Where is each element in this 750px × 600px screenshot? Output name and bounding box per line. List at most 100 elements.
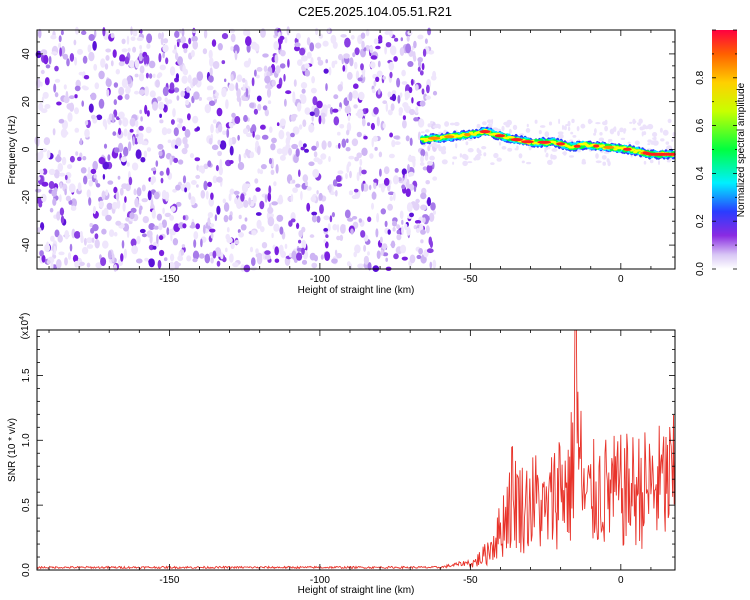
noise-speckle: [139, 109, 143, 115]
noise-speckle: [98, 98, 105, 109]
noise-speckle: [384, 220, 388, 228]
noise-speckle: [161, 127, 168, 136]
noise-speckle: [56, 101, 62, 106]
noise-speckle: [351, 194, 359, 200]
noise-speckle: [383, 177, 390, 186]
ridge-halo-speckle: [493, 152, 499, 159]
noise-speckle: [159, 113, 163, 119]
noise-speckle: [260, 226, 265, 233]
noise-speckle: [207, 181, 213, 187]
noise-speckle: [264, 250, 271, 255]
noise-speckle: [329, 107, 334, 115]
noise-speckle: [72, 254, 79, 263]
noise-speckle: [353, 188, 359, 193]
ridge-halo-speckle: [581, 158, 586, 164]
ridge-halo-speckle: [619, 127, 624, 133]
noise-speckle: [379, 38, 383, 43]
noise-speckle: [230, 46, 234, 51]
noise-speckle: [323, 228, 329, 232]
noise-speckle: [83, 237, 87, 246]
noise-speckle: [382, 123, 386, 129]
noise-speckle: [429, 261, 433, 269]
noise-speckle: [172, 108, 176, 118]
noise-speckle: [412, 159, 416, 168]
noise-speckle: [354, 47, 360, 56]
noise-speckle: [81, 30, 87, 35]
noise-speckle: [184, 129, 191, 138]
ridge-halo-speckle: [476, 123, 481, 129]
noise-speckle: [284, 243, 288, 249]
ridge-halo-speckle: [576, 126, 580, 132]
noise-speckle: [196, 126, 201, 131]
x-tick-label: -100: [310, 274, 330, 285]
noise-speckle: [49, 207, 54, 213]
noise-speckle: [351, 138, 359, 147]
noise-speckle: [426, 164, 433, 174]
noise-speckle: [279, 118, 286, 127]
noise-speckle: [406, 35, 410, 42]
noise-speckle: [413, 40, 417, 49]
ridge-halo-speckle: [538, 130, 542, 135]
noise-speckle: [256, 254, 263, 265]
noise-speckle: [336, 235, 341, 241]
noise-speckle: [166, 227, 170, 236]
noise-speckle: [349, 57, 354, 67]
noise-speckle: [361, 169, 367, 175]
noise-speckle: [75, 151, 79, 156]
noise-speckle: [194, 157, 201, 162]
noise-speckle: [108, 229, 115, 237]
ridge-segment: [600, 144, 605, 147]
noise-speckle: [121, 240, 125, 249]
noise-speckle: [134, 197, 139, 208]
noise-speckle: [67, 164, 73, 170]
noise-speckle: [139, 228, 146, 234]
noise-speckle: [430, 202, 436, 211]
noise-speckle: [229, 160, 234, 164]
noise-speckle: [404, 223, 408, 230]
noise-speckle: [358, 166, 362, 177]
ridge-halo-speckle: [602, 161, 606, 166]
noise-speckle: [295, 148, 300, 158]
noise-speckle: [175, 52, 179, 60]
noise-speckle: [279, 154, 286, 161]
ridge-halo-speckle: [430, 120, 434, 125]
noise-speckle: [222, 130, 227, 136]
noise-speckle: [271, 137, 277, 144]
noise-speckle: [181, 244, 186, 248]
noise-speckle: [424, 38, 428, 44]
noise-speckle: [191, 180, 197, 185]
ridge-halo-speckle: [454, 121, 460, 127]
noise-speckle: [138, 72, 145, 82]
ridge-halo-speckle: [608, 138, 613, 142]
figure-title: C2E5.2025.104.05.51.R21: [298, 4, 452, 19]
noise-speckle: [160, 177, 164, 184]
noise-speckle: [302, 119, 307, 127]
noise-speckle: [208, 137, 213, 145]
noise-speckle: [292, 179, 296, 184]
noise-speckle: [392, 191, 396, 201]
noise-speckle: [142, 216, 149, 224]
noise-speckle: [382, 252, 389, 257]
noise-speckle: [331, 212, 335, 218]
noise-speckle: [389, 61, 394, 70]
noise-speckle: [122, 202, 126, 212]
noise-speckle: [114, 147, 120, 154]
ridge-segment: [510, 136, 515, 139]
noise-speckle: [145, 54, 150, 65]
ridge-peak: [537, 140, 551, 144]
noise-speckle: [404, 173, 408, 183]
ridge-halo-speckle: [570, 131, 574, 135]
noise-speckle: [376, 250, 381, 259]
noise-speckle: [256, 219, 262, 229]
snr-x-ticks: -150 -100 -50 0: [48, 330, 652, 586]
noise-speckle: [210, 192, 214, 200]
noise-speckle: [290, 132, 295, 138]
noise-speckle: [311, 145, 317, 151]
noise-speckle: [361, 182, 364, 192]
noise-speckle: [228, 137, 233, 147]
noise-speckle: [387, 91, 392, 98]
noise-speckle: [195, 174, 201, 179]
ridge-halo-speckle: [643, 160, 647, 165]
noise-speckle: [157, 259, 162, 269]
noise-speckle: [105, 189, 109, 196]
